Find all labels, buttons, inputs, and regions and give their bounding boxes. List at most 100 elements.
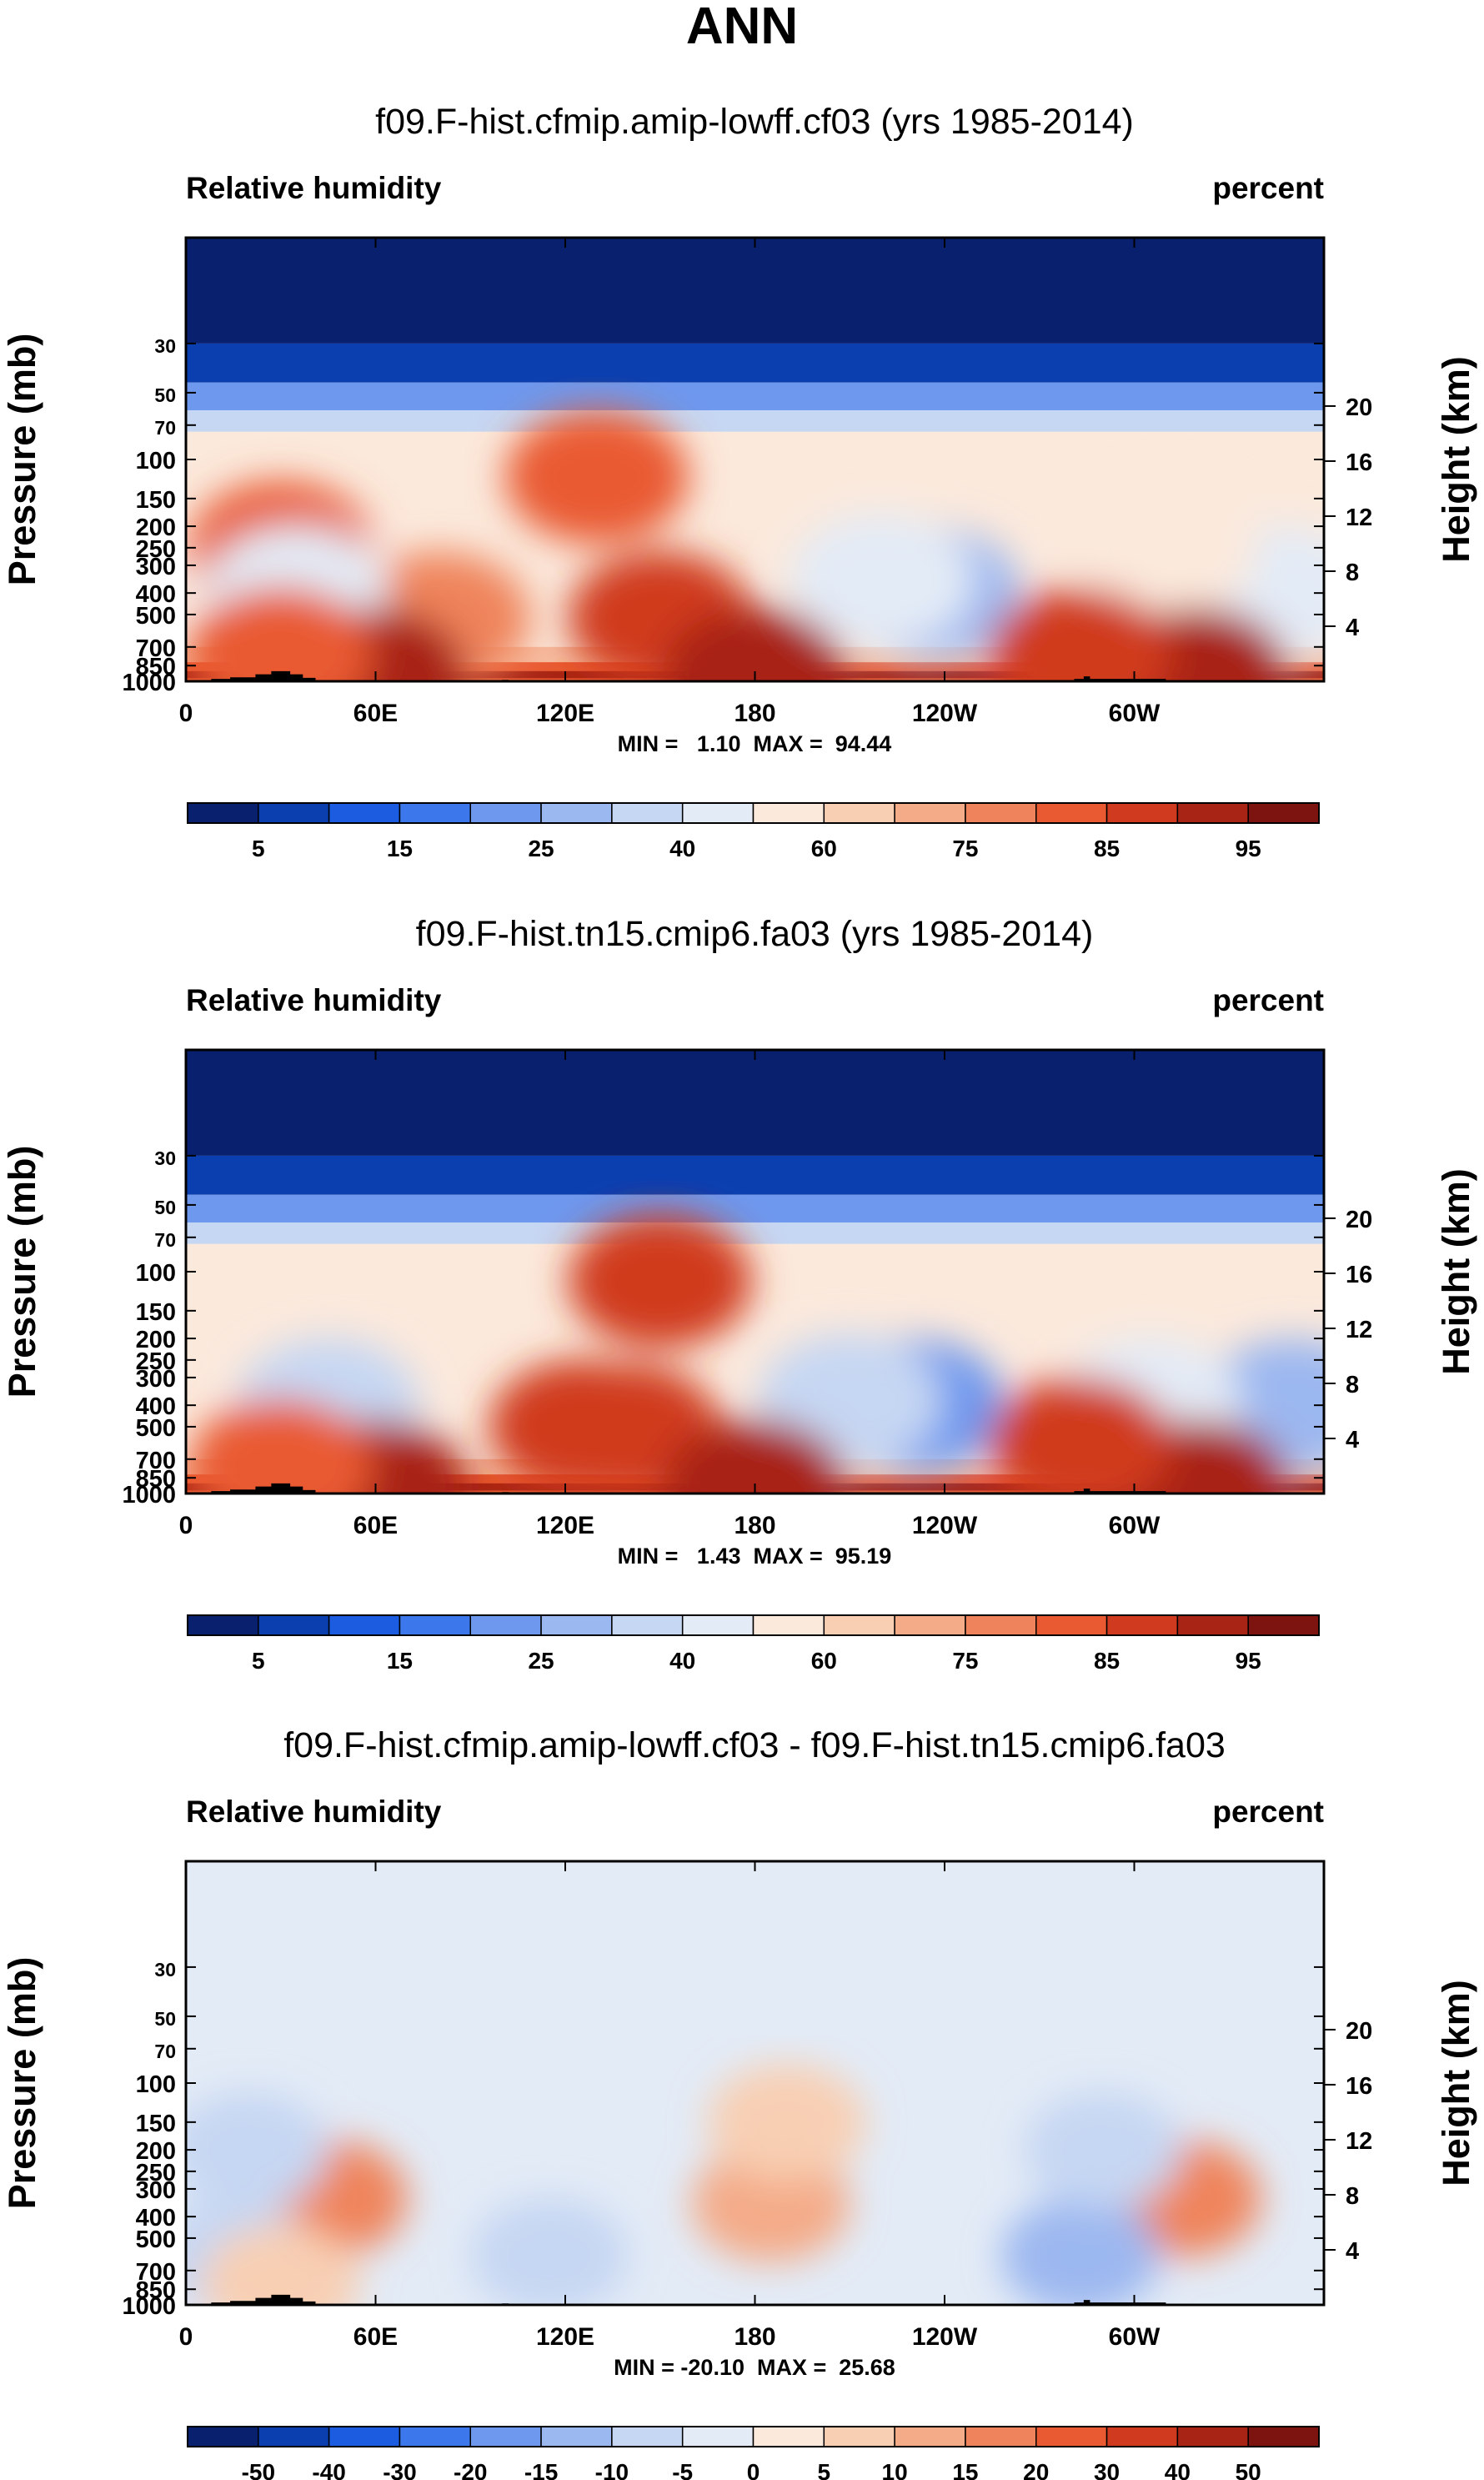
y-tick-label: 100 xyxy=(136,448,176,474)
colorbar-label: 15 xyxy=(387,1648,413,1674)
y-tick-label: 70 xyxy=(154,417,176,439)
colorbar-swatch xyxy=(1247,802,1320,824)
strat-band xyxy=(186,238,1324,344)
topography-africa xyxy=(211,2294,316,2305)
y-tick-label: 400 xyxy=(136,2205,176,2231)
strat-band xyxy=(186,343,1324,383)
height-tick-label: 4 xyxy=(1346,1427,1359,1453)
y-tick-label: 400 xyxy=(136,581,176,608)
x-tick-label: 60W xyxy=(1109,1512,1161,1539)
chart-panel-1: f09.F-hist.cfmip.amip-lowff.cf03 (yrs 19… xyxy=(1,102,1477,861)
contour-field xyxy=(186,1861,1324,2305)
height-tick-label: 12 xyxy=(1346,2128,1372,2155)
colorbar-label: 60 xyxy=(811,1648,837,1674)
field-feature-core xyxy=(1040,2226,1121,2285)
colorbar-label: -20 xyxy=(454,2459,487,2480)
field-feature-core xyxy=(234,620,327,681)
field-feature-core xyxy=(1063,2121,1143,2180)
field-feature-core xyxy=(1151,1453,1244,1494)
colorbar-label: -50 xyxy=(242,2459,275,2480)
colorbar-swatch xyxy=(187,1614,259,1636)
strat-band xyxy=(186,409,1324,432)
colorbar-swatch xyxy=(1035,2426,1108,2447)
colorbar-label: -10 xyxy=(595,2459,629,2480)
colorbar-label: -15 xyxy=(524,2459,558,2480)
height-tick-label: 4 xyxy=(1346,615,1359,641)
y-tick-label: 50 xyxy=(154,384,176,406)
colorbar-swatch xyxy=(469,802,542,824)
colorbar-frame xyxy=(187,1614,1320,1636)
field-feature-core xyxy=(1231,560,1323,627)
y-tick-label: 50 xyxy=(154,2008,176,2030)
colorbar-label: 50 xyxy=(1236,2459,1261,2480)
colorbar-swatch xyxy=(1176,1614,1249,1636)
colorbar-swatch xyxy=(1035,1614,1108,1636)
y-tick-label: 70 xyxy=(154,1229,176,1251)
height-tick-label: 12 xyxy=(1346,505,1372,531)
y-tick-label: 200 xyxy=(136,2138,176,2165)
y-tick-label: 500 xyxy=(136,603,176,630)
y-tick-label: 70 xyxy=(154,2041,176,2062)
y-tick-label: 100 xyxy=(136,2071,176,2098)
y-tick-label: 850 xyxy=(136,2277,176,2304)
field-feature-core xyxy=(730,2174,810,2233)
strat-band xyxy=(186,1155,1324,1195)
strat-band xyxy=(186,382,1324,410)
field-feature-core xyxy=(1035,1410,1127,1478)
colorbar-label: 15 xyxy=(387,836,413,861)
colorbar-swatch xyxy=(469,2426,542,2447)
field-feature-core xyxy=(509,2226,589,2285)
colorbar-swatch xyxy=(894,802,966,824)
field-feature-core xyxy=(709,1453,801,1494)
height-tick-label: 8 xyxy=(1346,2183,1359,2210)
y-tick-label: 1000 xyxy=(122,670,176,696)
colorbar-swatch xyxy=(894,1614,966,1636)
strat-band xyxy=(186,1222,1324,1244)
y-tick-label: 150 xyxy=(136,2111,176,2137)
height-tick-label: 16 xyxy=(1346,2073,1372,2100)
variable-label: Relative humidity xyxy=(186,171,442,205)
colorbar-swatch xyxy=(965,2426,1037,2447)
y-tick-label: 500 xyxy=(136,1415,176,1442)
height-tick-label: 4 xyxy=(1346,2238,1359,2265)
y-tick-label: 30 xyxy=(154,1959,176,1980)
colorbar-swatch xyxy=(258,1614,330,1636)
x-tick-label: 60E xyxy=(353,700,398,727)
x-tick-label: 60E xyxy=(353,2323,398,2351)
x-tick-label: 120W xyxy=(912,1512,978,1539)
field-feature-core xyxy=(1120,514,1212,581)
height-tick-label: 20 xyxy=(1346,1207,1372,1233)
y-tick-label: 700 xyxy=(136,2259,176,2286)
x-tick-label: 60E xyxy=(353,1512,398,1539)
colorbar-label: 40 xyxy=(669,1648,695,1674)
x-tick-label: 60W xyxy=(1109,2323,1161,2351)
colorbar-swatch xyxy=(752,802,825,824)
topography-africa xyxy=(211,670,316,681)
colorbar-swatch xyxy=(328,2426,401,2447)
colorbar-swatch xyxy=(469,1614,542,1636)
colorbar-label: -40 xyxy=(312,2459,345,2480)
topography-africa xyxy=(211,1483,316,1494)
y-tick-label: 200 xyxy=(136,1327,176,1353)
y-axis-title: Pressure (mb) xyxy=(1,1146,43,1398)
colorbar-swatch xyxy=(540,802,613,824)
min-max-stats: MIN = 1.43 MAX = 95.19 xyxy=(618,1544,892,1569)
colorbar-swatch xyxy=(258,802,330,824)
colorbar-swatch xyxy=(1105,1614,1179,1636)
field-feature-core xyxy=(550,444,643,511)
colorbar-swatch xyxy=(681,2426,755,2447)
height-tick-label: 20 xyxy=(1346,2018,1372,2045)
y-axis-title-right: Height (km) xyxy=(1435,1980,1477,2186)
field-feature-core xyxy=(209,2121,289,2180)
colorbar-swatch xyxy=(611,2426,684,2447)
y-tick-label: 200 xyxy=(136,515,176,541)
y-tick-label: 700 xyxy=(136,635,176,662)
colorbar-swatch xyxy=(1035,802,1108,824)
x-tick-label: 60W xyxy=(1109,700,1161,727)
variable-label: Relative humidity xyxy=(186,983,442,1017)
y-tick-label: 150 xyxy=(136,1299,176,1326)
chart-title: f09.F-hist.tn15.cmip6.fa03 (yrs 1985-201… xyxy=(416,914,1094,954)
units-label: percent xyxy=(1212,983,1324,1017)
colorbar-swatch xyxy=(611,802,684,824)
colorbar-label: 75 xyxy=(952,836,978,861)
